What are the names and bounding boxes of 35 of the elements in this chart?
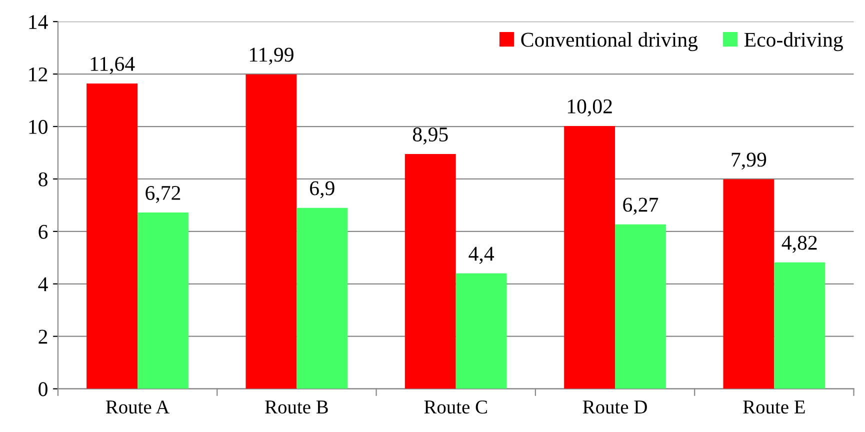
x-tick-label: Route B [265, 400, 328, 414]
data-label: 4,4 [468, 246, 494, 264]
data-label: 8,95 [412, 127, 448, 144]
data-label: 6,9 [310, 181, 334, 198]
x-tick-label: Route D [582, 400, 647, 414]
bar [246, 74, 297, 389]
bar [774, 262, 826, 389]
legend-label: Conventional driving [521, 32, 698, 52]
y-tick-label: 14 [29, 15, 48, 29]
data-label: 4,82 [782, 236, 817, 253]
data-label: 7,99 [732, 152, 766, 170]
bar [723, 179, 774, 389]
data-label: 11,99 [250, 48, 294, 65]
data-label: 6,72 [146, 186, 180, 203]
bar [456, 273, 507, 389]
x-tick-label: Route C [424, 400, 487, 414]
y-tick-label: 10 [29, 120, 48, 134]
bar [138, 212, 188, 389]
data-label: 6,27 [623, 198, 658, 215]
data-label: 10,02 [568, 99, 612, 116]
data-label: 11,64 [90, 56, 135, 74]
x-tick-label: Route A [106, 400, 170, 414]
y-tick-label: 4 [38, 277, 48, 292]
bar [564, 126, 616, 389]
y-tick-label: 12 [29, 67, 48, 82]
bar [296, 208, 348, 389]
y-tick-label: 2 [38, 330, 48, 344]
bar [615, 224, 666, 389]
y-tick-label: 0 [38, 382, 48, 396]
y-tick-label: 8 [38, 172, 48, 186]
x-tick-label: Route E [743, 400, 805, 414]
bar [404, 154, 456, 389]
legend-label: Eco-driving [744, 32, 843, 52]
y-tick-label: 6 [38, 224, 48, 239]
bar [86, 84, 138, 389]
